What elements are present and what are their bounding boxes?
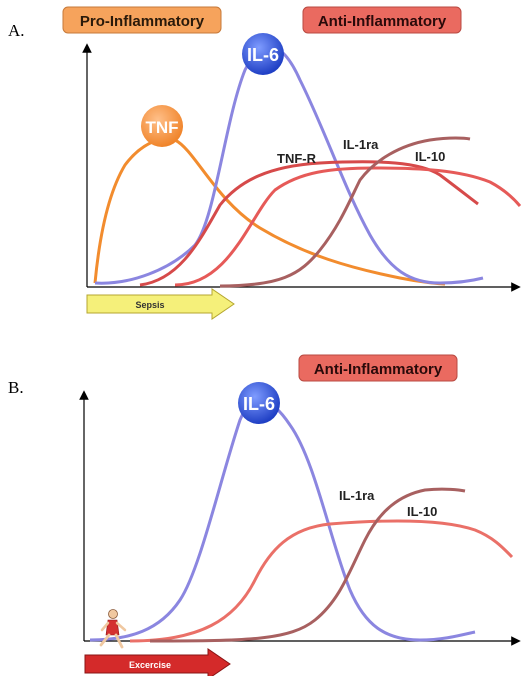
curve-il1ra-a: [219, 136, 471, 288]
panel-b-letter: B.: [8, 378, 24, 397]
il6-bubble-a: [242, 33, 284, 75]
exercise-arrow: [84, 648, 231, 676]
sepsis-arrow-label: Sepsis: [135, 300, 164, 310]
curve-il1ra-b: [149, 487, 466, 643]
curve-tnfr-a: [139, 160, 479, 287]
anti-inflammatory-label-b: Anti-Inflammatory: [314, 361, 443, 378]
curve-il6-b: [89, 399, 476, 642]
tnf-bubble-a: [141, 105, 183, 147]
il6-label-a: IL-6: [247, 45, 279, 65]
il6-label-b: IL-6: [243, 394, 275, 414]
il1ra-label-b: IL-1ra: [339, 488, 375, 503]
panel-a: A. Pro-Inflammatory Anti-Inflammatory IL…: [8, 6, 521, 320]
panel-b: B. Anti-Inflammatory IL-6 IL-1ra IL-10 E…: [8, 354, 521, 676]
tnfr-label-a: TNF-R: [277, 151, 317, 166]
il10-label-a: IL-10: [415, 149, 445, 164]
curve-il10-a: [174, 166, 521, 287]
anti-inflammatory-box-b: [298, 354, 458, 382]
pro-inflammatory-label: Pro-Inflammatory: [80, 13, 205, 30]
curve-il10-b: [129, 519, 514, 643]
il10-label-b: IL-10: [407, 504, 437, 519]
sepsis-arrow: [86, 288, 235, 320]
il6-bubble-b: [238, 382, 280, 424]
panel-a-letter: A.: [8, 21, 25, 40]
pro-inflammatory-box: [62, 6, 222, 34]
anti-inflammatory-box-a: [302, 6, 462, 34]
il1ra-label-a: IL-1ra: [343, 137, 379, 152]
exercise-arrow-label: Excercise: [129, 660, 171, 670]
runner-icon: [99, 609, 127, 649]
curve-tnf-a: [93, 137, 446, 286]
tnf-label-a: TNF: [145, 118, 178, 137]
anti-inflammatory-label-a: Anti-Inflammatory: [318, 13, 447, 30]
